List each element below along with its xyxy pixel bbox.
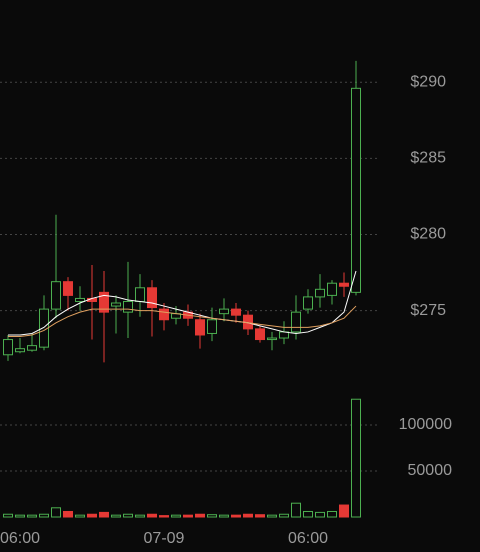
volume-bar	[99, 511, 109, 518]
volume-bar	[15, 514, 25, 518]
candle-body	[135, 287, 145, 302]
volume-bar	[255, 514, 265, 518]
candle-body	[63, 281, 73, 296]
candle-body	[219, 308, 229, 315]
y-tick-label: $285	[410, 150, 446, 167]
candle-body	[147, 287, 157, 309]
moving-average-line	[8, 270, 357, 336]
volume-bar	[231, 514, 241, 518]
y-tick-label: 50000	[408, 462, 453, 479]
volume-bar	[63, 510, 73, 518]
volume-bar	[351, 398, 361, 518]
volume-bar	[183, 514, 193, 518]
candle-body	[207, 319, 217, 334]
volume-bar	[171, 514, 181, 518]
volume-bar	[123, 513, 133, 518]
candle-body	[267, 337, 277, 341]
y-tick-label: 100000	[399, 416, 452, 433]
candle-body	[303, 296, 313, 310]
candle-body	[111, 302, 121, 307]
volume-bar	[3, 513, 13, 518]
volume-bar	[87, 513, 97, 518]
candle-body	[99, 291, 109, 313]
x-tick-label: 06:00	[288, 530, 328, 547]
volume-bar	[147, 513, 157, 518]
volume-bar	[339, 504, 349, 518]
candle-body	[75, 297, 85, 302]
volume-bar	[111, 514, 121, 518]
volume-bar	[267, 514, 277, 518]
volume-bar	[207, 514, 217, 518]
volume-bar	[291, 502, 301, 518]
candle-body	[51, 281, 61, 310]
x-tick-label: 06:00	[0, 530, 40, 547]
volume-bar	[159, 515, 169, 518]
candle-body	[123, 300, 133, 313]
candle-body	[351, 87, 361, 293]
moving-average-line	[8, 305, 357, 338]
y-tick-label: $280	[410, 226, 446, 243]
candle-body	[159, 308, 169, 321]
candle-body	[3, 339, 13, 356]
candle-body	[327, 282, 337, 296]
volume-bar	[195, 513, 205, 518]
volume-bar	[39, 513, 49, 518]
volume-bar	[135, 514, 145, 518]
x-tick-label: 07-09	[144, 530, 185, 547]
candle-body	[231, 308, 241, 316]
y-tick-label: $275	[410, 302, 446, 319]
y-tick-label: $290	[410, 73, 446, 90]
candle-body	[315, 288, 325, 298]
volume-bar	[243, 513, 253, 518]
volume-bar	[75, 514, 85, 518]
candle-body	[339, 282, 349, 287]
volume-bar	[303, 510, 313, 518]
volume-bar	[27, 514, 37, 518]
volume-bar	[315, 511, 325, 518]
candle-body	[15, 348, 25, 353]
candle-body	[195, 319, 205, 336]
candle-body	[27, 345, 37, 351]
volume-bar	[219, 514, 229, 518]
volume-bar	[327, 510, 337, 518]
candle-body	[291, 311, 301, 333]
volume-bar	[279, 513, 289, 518]
candle-body	[255, 328, 265, 341]
volume-bar	[51, 507, 61, 518]
candle-body	[279, 331, 289, 339]
